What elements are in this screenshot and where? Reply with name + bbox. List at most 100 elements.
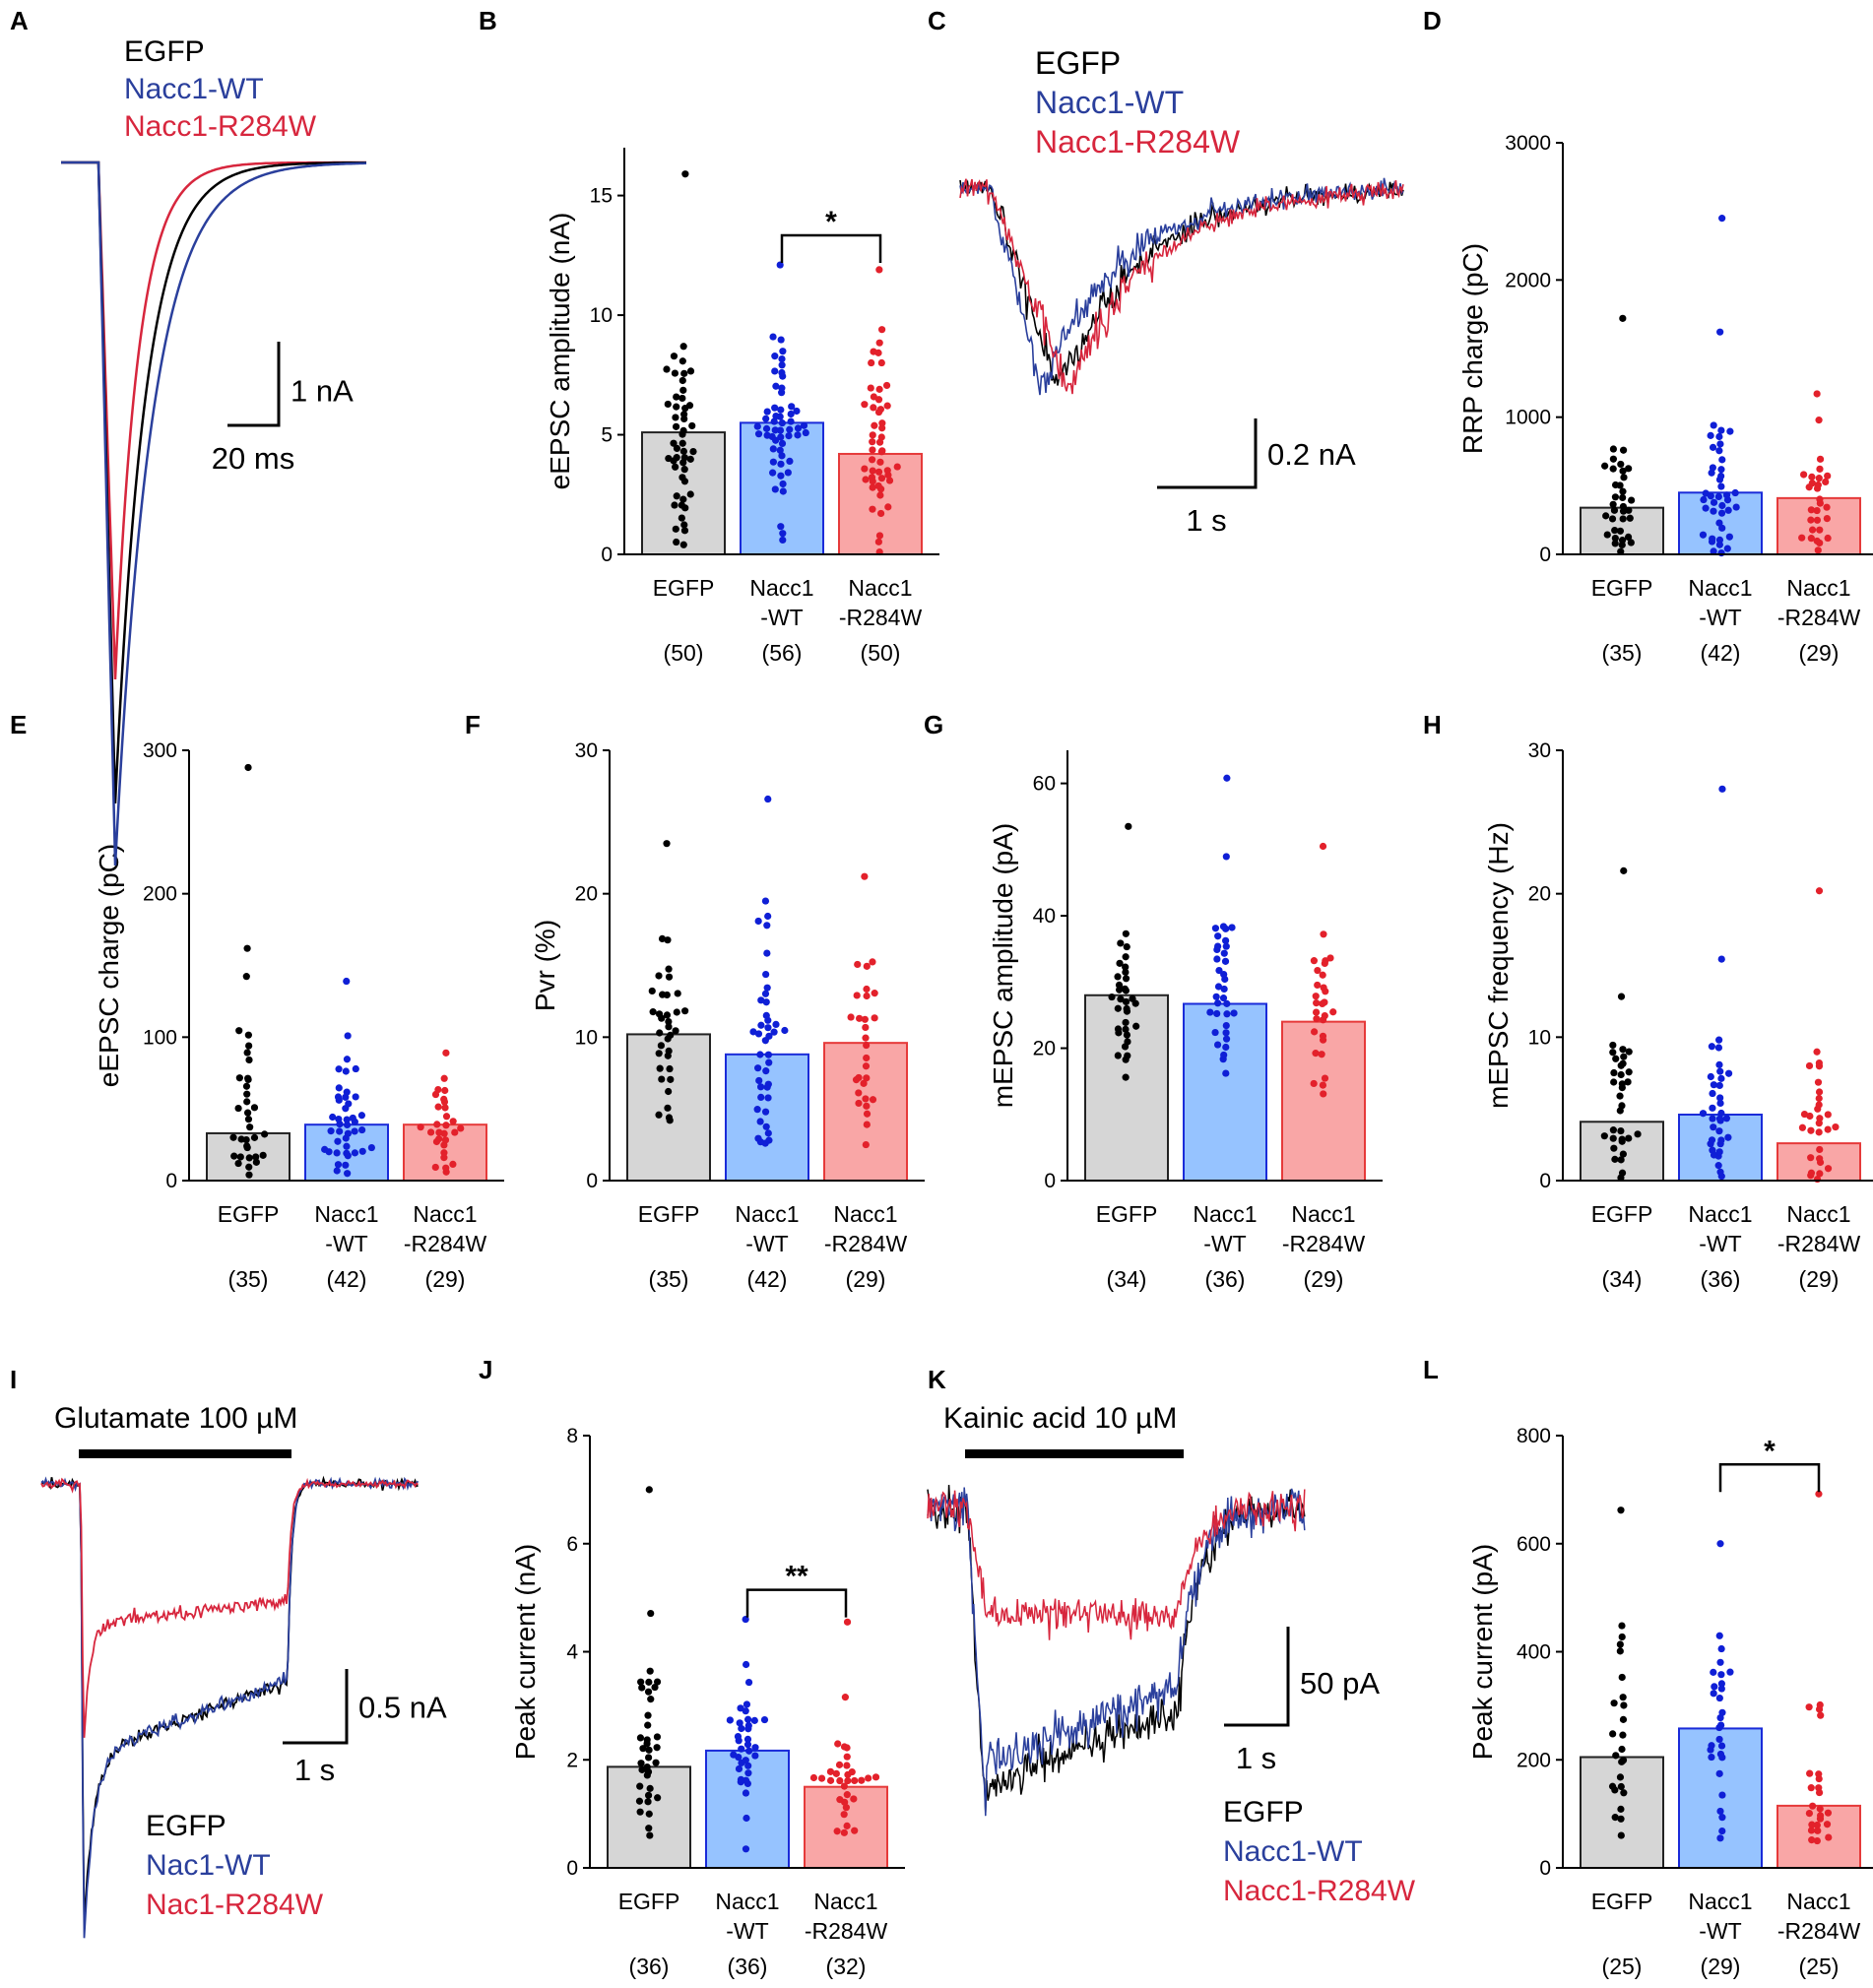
n-label-J-2: (32) [826, 1954, 867, 1979]
dot-D-1 [1718, 456, 1726, 464]
dot-H-0 [1624, 1078, 1632, 1086]
dot-B-2 [874, 538, 882, 545]
dot-J-1 [745, 1747, 753, 1755]
panel-A: A EGFP Nacc1-WT Nacc1-R284W 1 nA 20 ms [10, 6, 366, 866]
dot-B-0 [673, 454, 680, 462]
legend-item-0: EGFP [146, 1810, 226, 1842]
category-line: -WT [1699, 1231, 1741, 1256]
category-line: -WT [726, 1918, 768, 1944]
dot-F-2 [856, 1014, 864, 1022]
dot-L-2 [1823, 1821, 1832, 1828]
dot-H-0 [1619, 1150, 1627, 1158]
dot-B-0 [673, 444, 681, 452]
dot-F-1 [757, 996, 765, 1004]
dot-B-2 [869, 431, 876, 439]
dot-B-1 [786, 425, 794, 433]
dot-J-1 [738, 1745, 745, 1753]
tick-label-J: 6 [566, 1533, 578, 1556]
dot-E-1 [336, 1127, 344, 1135]
dot-J-0 [645, 1810, 653, 1818]
category-line: -WT [1699, 605, 1741, 630]
scale-bar [1224, 1627, 1290, 1727]
dot-F-2 [863, 1102, 871, 1110]
dot-E-0 [230, 1152, 238, 1160]
significance-bracket-L [1718, 1463, 1821, 1493]
dot-L-0 [1618, 1673, 1626, 1682]
dot-J-1 [738, 1724, 745, 1733]
dot-B-1 [776, 426, 785, 434]
dot-B-2 [869, 483, 876, 491]
dot-D-2 [1813, 516, 1822, 524]
dot-B-1 [777, 336, 785, 344]
tick-label-L: 600 [1517, 1533, 1551, 1556]
dot-J-0 [653, 1678, 662, 1686]
n-label-F-2: (29) [846, 1266, 886, 1292]
category-line: EGFP [1591, 1201, 1653, 1227]
dot-L-0 [1612, 1752, 1620, 1760]
dot-H-0 [1625, 1134, 1633, 1142]
dot-F-1 [764, 1051, 773, 1058]
dot-B-2 [869, 446, 876, 454]
chart-J: J 0 2 4 6 8 Peak current (nA) EGFP (36) Nacc1 -WT (… [479, 1355, 905, 1979]
category-line: EGFP [638, 1201, 700, 1227]
dot-D-0 [1611, 481, 1620, 489]
dot-F-2 [861, 872, 869, 880]
dot-F-2 [863, 992, 871, 1000]
dot-L-0 [1616, 1773, 1625, 1781]
dot-L-0 [1616, 1640, 1624, 1648]
dot-H-0 [1625, 1068, 1633, 1076]
dot-B-0 [664, 400, 672, 409]
category-line: Nacc1 [848, 575, 912, 601]
dot-G-1 [1219, 994, 1228, 1002]
dot-F-0 [666, 1064, 674, 1073]
dot-H-1 [1724, 1133, 1732, 1141]
dot-L-2 [1815, 1770, 1823, 1778]
dot-H-2 [1824, 1111, 1832, 1119]
dot-B-2 [867, 384, 874, 392]
dot-F-1 [756, 1118, 764, 1125]
dot-H-2 [1807, 1154, 1815, 1162]
dot-L-0 [1616, 1647, 1624, 1655]
dot-F-1 [764, 1129, 772, 1137]
category-label-B-0: EGFP [653, 575, 715, 601]
dot-D-1 [1707, 431, 1714, 439]
dot-B-2 [870, 348, 877, 355]
dot-E-0 [259, 1151, 267, 1159]
dot-E-1 [352, 1093, 359, 1101]
dot-H-1 [1710, 1123, 1717, 1131]
n-label-J-0: (36) [629, 1954, 670, 1979]
dot-B-1 [784, 469, 792, 477]
dot-B-1 [771, 353, 779, 360]
dot-E-0 [242, 973, 250, 981]
dot-B-0 [672, 463, 679, 471]
dot-L-2 [1825, 1833, 1833, 1841]
dot-J-0 [643, 1736, 651, 1744]
dot-L-2 [1809, 1802, 1817, 1810]
dot-D-2 [1824, 534, 1832, 543]
tick-label-J: 8 [566, 1425, 578, 1447]
dot-H-0 [1610, 1144, 1618, 1152]
dot-B-0 [679, 495, 687, 503]
dot-F-2 [853, 992, 861, 999]
category-label-H-0: EGFP [1591, 1201, 1653, 1227]
dot-B-1 [771, 367, 779, 375]
dot-F-0 [665, 1114, 674, 1122]
dot-D-0 [1611, 540, 1619, 547]
dot-E-2 [441, 1136, 450, 1144]
dot-J-1 [742, 1789, 750, 1797]
dot-E-2 [442, 1164, 450, 1172]
category-line: Nacc1 [1688, 1889, 1752, 1914]
dot-B-2 [884, 503, 892, 511]
panel-K: K Kainic acid 10 µM 50 pA 1 s EGFP Nacc1-WT Na… [927, 1365, 1416, 1907]
dot-J-0 [644, 1791, 653, 1799]
dot-H-0 [1620, 1053, 1628, 1060]
dot-H-1 [1716, 1168, 1724, 1176]
dot-H-0 [1620, 866, 1628, 874]
dot-H-2 [1816, 1145, 1824, 1154]
dot-E-1 [351, 1149, 359, 1157]
dot-F-1 [764, 1094, 772, 1102]
n-label-E-2: (29) [425, 1266, 466, 1292]
category-label-E-1: Nacc1 -WT [314, 1201, 378, 1256]
category-line: -R284W [1777, 1918, 1861, 1944]
trace-wt [959, 177, 1404, 396]
